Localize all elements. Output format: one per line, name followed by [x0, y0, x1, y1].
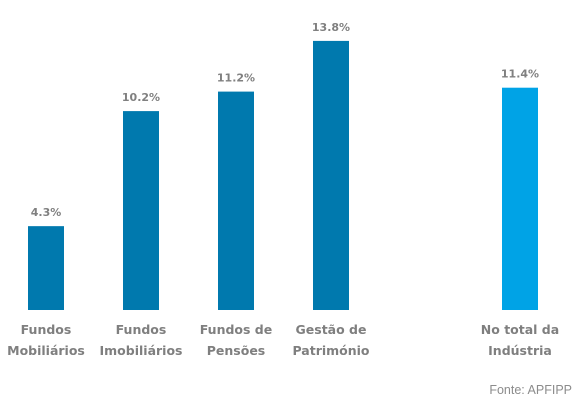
bar-4 [313, 40, 349, 311]
bar-3 [218, 91, 254, 310]
value-label-2: 10.2% [122, 91, 160, 104]
bar-1 [28, 226, 64, 310]
value-labels-group: 4.3% 10.2% 11.2% 13.8% 11.4% [31, 21, 539, 219]
bars-group [28, 40, 538, 311]
source-note: Fonte: APFIPP [489, 383, 572, 397]
category-label-1-line-1: Fundos [21, 322, 72, 337]
value-label-1: 4.3% [31, 206, 62, 219]
category-label-2-line-1: Fundos [116, 322, 167, 337]
category-label-3-line-1: Fundos de [200, 322, 272, 337]
category-label-3-line-2: Pensões [207, 343, 265, 358]
bar-5 [502, 87, 538, 310]
bar-2 [123, 111, 159, 310]
value-label-4: 13.8% [312, 21, 350, 34]
value-label-3: 11.2% [217, 72, 255, 85]
category-label-4-line-1: Gestão de [296, 322, 367, 337]
category-label-2-line-2: Imobiliários [100, 343, 183, 358]
category-label-4-line-2: Património [292, 343, 369, 358]
category-label-5-line-1: No total da [481, 322, 559, 337]
category-label-1-line-2: Mobiliários [7, 343, 85, 358]
category-labels-group: Fundos Mobiliários Fundos Imobiliários Fundo… [7, 322, 559, 358]
category-label-5-line-2: Indústria [488, 343, 552, 358]
value-label-5: 11.4% [501, 68, 539, 81]
